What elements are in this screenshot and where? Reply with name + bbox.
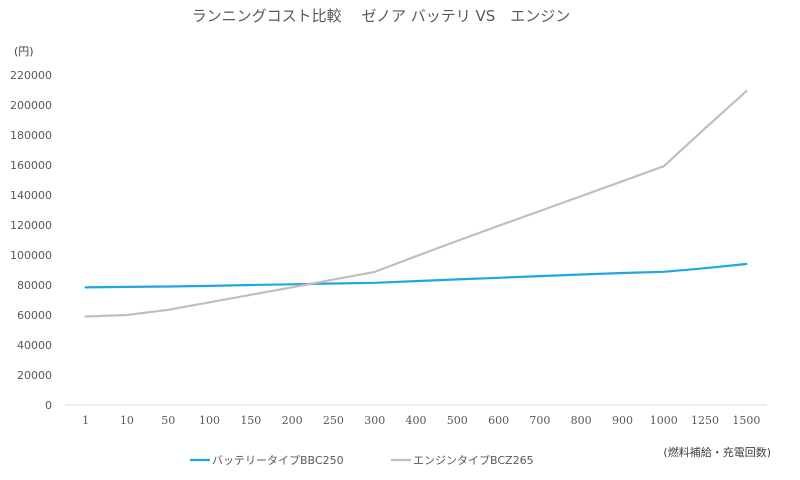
series-line-1 [84, 262, 748, 289]
legend-label-1: バッテリータイプBBC250 [212, 454, 344, 467]
x-tick-label: 1500 [732, 414, 760, 427]
x-axis-label: (燃料補給・充電回数) [663, 445, 771, 459]
y-tick-label: 20000 [17, 369, 52, 382]
x-tick-label: 500 [447, 414, 468, 427]
y-tick-label: 140000 [10, 189, 52, 202]
legend: バッテリータイプBBC250 エンジンタイプBCZ265 [190, 454, 534, 467]
y-tick-label: 40000 [17, 339, 52, 352]
x-tick-label: 10 [120, 414, 134, 427]
x-tick-label: 800 [571, 414, 592, 427]
series-line-2 [84, 89, 748, 318]
x-tick-label: 50 [161, 414, 175, 427]
y-tick-label: 0 [45, 399, 52, 412]
y-axis-label: (円) [14, 45, 34, 58]
y-tick-label: 200000 [10, 99, 52, 112]
y-tick-label: 220000 [10, 69, 52, 82]
x-tick-label: 600 [488, 414, 509, 427]
x-axis: 1 10 50 100 150 200 250 300 400 500 600 700 800 900 10… [65, 404, 767, 427]
y-tick-label: 180000 [10, 129, 52, 142]
x-tick-label: 1250 [691, 414, 719, 427]
x-tick-label: 250 [323, 414, 344, 427]
x-tick-label: 700 [529, 414, 550, 427]
y-axis-ticks: 0 20000 40000 60000 80000 100000 120000 140000 1… [10, 69, 52, 412]
x-tick-label: 900 [612, 414, 633, 427]
x-tick-label: 300 [364, 414, 385, 427]
series-lines [84, 89, 748, 318]
y-tick-label: 120000 [10, 219, 52, 232]
y-tick-label: 60000 [17, 309, 52, 322]
y-tick-label: 80000 [17, 279, 52, 292]
x-tick-label: 400 [406, 414, 427, 427]
x-tick-label: 100 [199, 414, 220, 427]
x-tick-label: 1000 [650, 414, 678, 427]
chart-title: ランニングコスト比較 ゼノア バッテリ VS エンジン [192, 7, 571, 25]
x-tick-label: 150 [240, 414, 261, 427]
x-tick-label: 1 [82, 414, 89, 427]
x-tick-label: 200 [282, 414, 303, 427]
y-tick-label: 100000 [10, 249, 52, 262]
legend-label-2: エンジンタイプBCZ265 [413, 454, 534, 467]
y-tick-label: 160000 [10, 159, 52, 172]
